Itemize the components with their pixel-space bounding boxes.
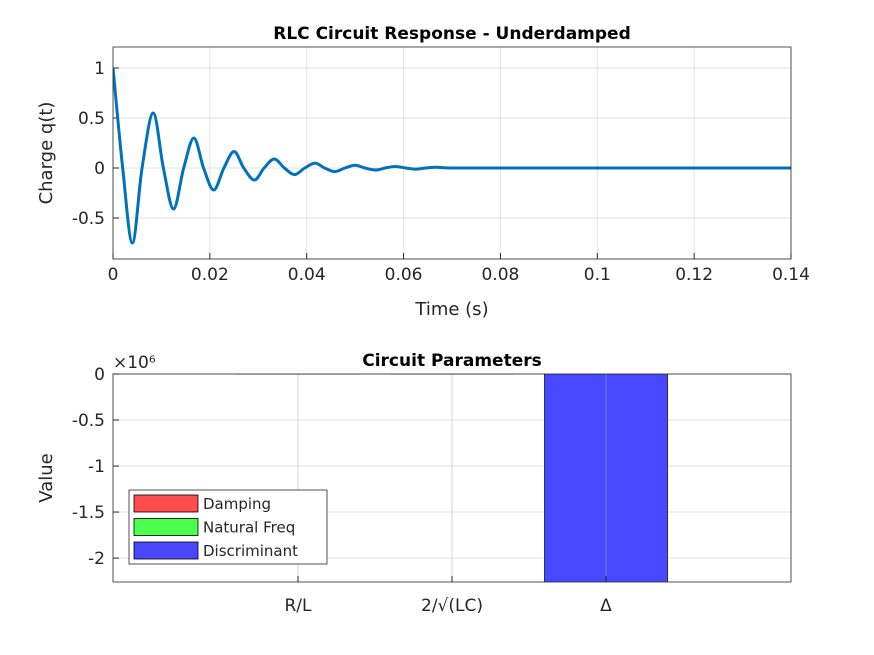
x-tick-label: 0.12 [675,265,713,285]
y-tick-label: -2 [88,549,105,569]
y-tick-label: -0.5 [72,209,105,229]
y-tick-label: -1.5 [72,503,105,523]
y-tick-label: 1 [94,59,105,79]
legend: Damping Natural Freq Discriminant [128,489,328,565]
x-axis-label: Time (s) [414,299,488,320]
axes-box [112,373,792,583]
x-tick-label: 2/√(LC) [421,596,483,616]
x-tick-label: 0.1 [584,265,611,285]
y-axis-label: Value [36,453,57,502]
legend-swatch [133,494,199,513]
x-tick-label: 0.04 [288,265,326,285]
x-tick-label: 0.06 [385,265,423,285]
x-tick-label: 0.08 [481,265,519,285]
chart-title: RLC Circuit Response - Underdamped [273,24,631,44]
axes-box [112,46,792,260]
y-tick-label: -0.5 [72,411,105,431]
data-line [113,67,791,245]
y-tick-label: 0 [94,159,105,179]
bar [544,374,668,582]
legend-label: Natural Freq [203,519,295,537]
legend-swatch [133,541,199,560]
y-exponent-label: ×10⁶ [113,353,156,373]
y-tick-label: 0.5 [78,109,105,129]
legend-label: Discriminant [203,542,298,560]
chart-title: Circuit Parameters [362,351,541,371]
legend-swatch [133,518,199,536]
x-tick-label: 0 [108,265,119,285]
axes-background [113,47,791,259]
x-tick-label: 0.14 [772,265,810,285]
y-tick-label: 0 [94,365,105,385]
x-tick-label: R/L [284,596,312,616]
legend-label: Damping [203,495,271,513]
x-tick-label: Δ [600,596,612,616]
y-axis-label: Charge q(t) [36,102,57,205]
y-tick-label: -1 [88,457,105,477]
x-tick-label: 0.02 [191,265,229,285]
plot-area [113,67,791,245]
